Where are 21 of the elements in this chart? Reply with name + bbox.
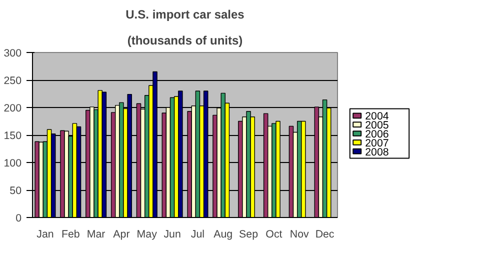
x-tick-label: Feb <box>61 228 80 240</box>
y-tick-label: 250 <box>4 75 22 87</box>
y-tick-label: 50 <box>10 185 22 197</box>
x-tick-label: Apr <box>113 228 130 240</box>
x-tick-label: Sep <box>239 228 258 240</box>
chart-title: U.S. import car sales <box>126 8 245 22</box>
x-tick-label: Dec <box>315 228 335 240</box>
x-tick-label: Jun <box>164 228 181 240</box>
y-tick-label: 100 <box>4 158 22 170</box>
y-tick-label: 200 <box>4 102 22 114</box>
x-tick-label: Jan <box>36 228 54 240</box>
x-tick-label: Nov <box>290 228 310 240</box>
x-tick-label: Oct <box>266 228 282 240</box>
y-tick-label: 0 <box>16 212 22 224</box>
chart-subtitle: (thousands of units) <box>127 34 243 48</box>
x-tick-label: Aug <box>214 228 233 240</box>
x-tick-label: May <box>136 228 158 240</box>
x-tick-label: Jul <box>190 228 205 240</box>
x-tick-label: Mar <box>86 228 106 240</box>
y-tick-label: 150 <box>4 130 22 142</box>
y-tick-label: 300 <box>4 48 22 60</box>
